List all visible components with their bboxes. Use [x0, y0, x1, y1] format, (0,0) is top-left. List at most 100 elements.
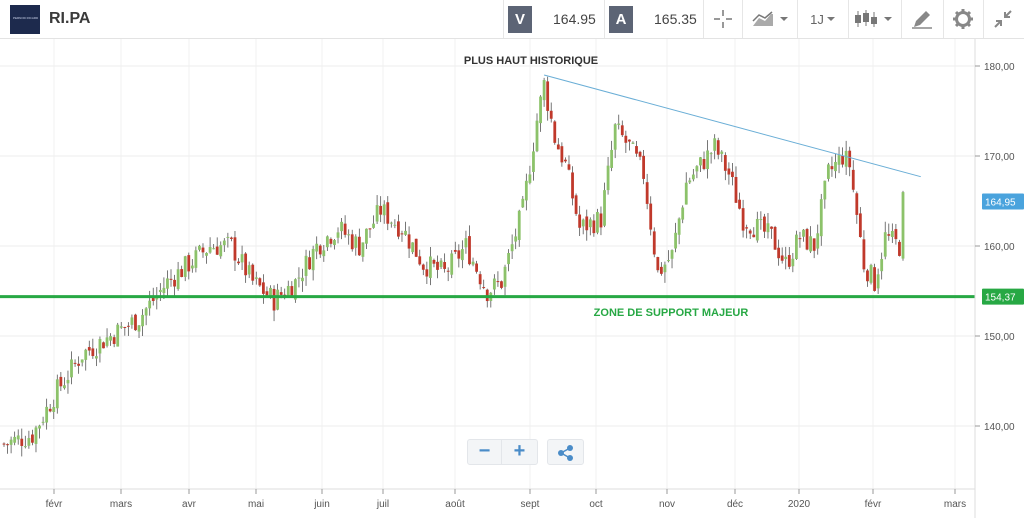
candle-body [457, 250, 461, 259]
candle-body [84, 349, 88, 360]
share-button[interactable] [547, 439, 584, 465]
candle-body [162, 287, 166, 294]
candle-body [642, 155, 646, 179]
drawing-tools-button[interactable] [904, 0, 940, 38]
candle-body [329, 238, 333, 244]
candle-body [357, 236, 361, 256]
grid [0, 39, 975, 489]
candle-body [532, 151, 535, 172]
candle-style-button[interactable] [852, 0, 898, 38]
candle-body [318, 245, 322, 255]
candle-body [137, 325, 141, 332]
candle-body [627, 139, 631, 142]
current-price-tag [982, 193, 1024, 210]
candle-body [265, 291, 269, 296]
candle-body [439, 260, 443, 268]
candle-body [222, 240, 226, 246]
candle-body [112, 337, 116, 344]
candle-body [27, 438, 31, 446]
candle-body [421, 264, 425, 270]
candle-body [500, 281, 503, 288]
buy-button[interactable]: A [609, 6, 633, 33]
interval-button[interactable]: 1J [803, 0, 845, 38]
candle-body [748, 230, 752, 234]
ath-annotation: PLUS HAUT HISTORIQUE [464, 55, 598, 67]
candle-body [31, 434, 34, 443]
pencil-icon [912, 11, 932, 29]
support-annotation: ZONE DE SUPPORT MAJEUR [594, 307, 749, 319]
candle-body [48, 408, 52, 412]
zoom-in-button[interactable]: + [501, 439, 538, 465]
zoom-out-button[interactable]: − [467, 439, 502, 465]
candle-body [699, 157, 702, 166]
crosshair-icon [714, 10, 732, 28]
sell-button[interactable]: V [508, 6, 532, 33]
candle-body [226, 236, 230, 238]
candle-body [787, 255, 791, 267]
candle-body [208, 247, 212, 253]
candle-body [23, 446, 27, 448]
candle-body [386, 202, 390, 224]
support-price-label: 154,37 [985, 293, 1016, 304]
candle-body [517, 210, 521, 240]
candle-body [361, 242, 365, 257]
candle-body [6, 444, 9, 446]
separator [604, 0, 605, 38]
candle-body [372, 223, 375, 228]
candle-body [862, 239, 866, 270]
candle-body [592, 220, 596, 234]
collapse-button[interactable] [986, 0, 1020, 38]
candle-body [63, 385, 66, 389]
candle-body [841, 155, 844, 165]
settings-button[interactable] [946, 0, 980, 38]
chart-type-button[interactable] [750, 0, 792, 38]
candle-body [244, 253, 248, 276]
candle-body [247, 265, 251, 275]
candle-body [613, 124, 617, 150]
candle-body [588, 219, 592, 228]
candle-body [173, 279, 176, 287]
candle-body [315, 243, 319, 252]
candle-body [720, 151, 724, 154]
candle-body [858, 213, 862, 238]
candle-body [134, 314, 137, 331]
candle-body [528, 174, 532, 183]
candle-body [898, 241, 901, 256]
separator [742, 0, 743, 38]
candle-body [880, 258, 884, 272]
candle-body [812, 238, 816, 251]
candle-body [240, 254, 244, 263]
candle-body [794, 234, 798, 260]
candle-body [596, 212, 599, 233]
candle-body [446, 270, 450, 272]
candle-body [169, 278, 173, 280]
candle-body [709, 153, 713, 155]
candle-body [670, 250, 674, 259]
x-tick-label: mars [944, 499, 966, 510]
candle-body [215, 246, 219, 255]
interval-label: 1J [810, 11, 824, 27]
collapse-icon [994, 10, 1012, 28]
candle-body [844, 150, 848, 167]
candle-body [649, 203, 653, 230]
crosshair-button[interactable] [707, 0, 739, 38]
candle-body [791, 258, 795, 267]
x-tick-label: mars [110, 499, 132, 510]
candle-body [521, 198, 525, 208]
candle-body [468, 236, 471, 265]
candle-body [624, 135, 628, 143]
candle-body [333, 240, 336, 246]
x-tick-label: 2020 [788, 499, 811, 510]
candle-body [564, 159, 567, 162]
candle-body [617, 123, 621, 125]
candle-body [187, 255, 191, 272]
plus-icon: + [513, 440, 526, 462]
candle-body [549, 110, 553, 119]
candle-body [251, 264, 255, 281]
candle-body [869, 264, 873, 283]
trendline [543, 74, 921, 178]
x-tick-label: mai [248, 499, 264, 510]
candle-body [9, 439, 13, 445]
candle-body [219, 245, 223, 257]
price-chart[interactable]: PLUS HAUT HISTORIQUE ZONE DE SUPPORT MAJ… [0, 39, 1024, 518]
